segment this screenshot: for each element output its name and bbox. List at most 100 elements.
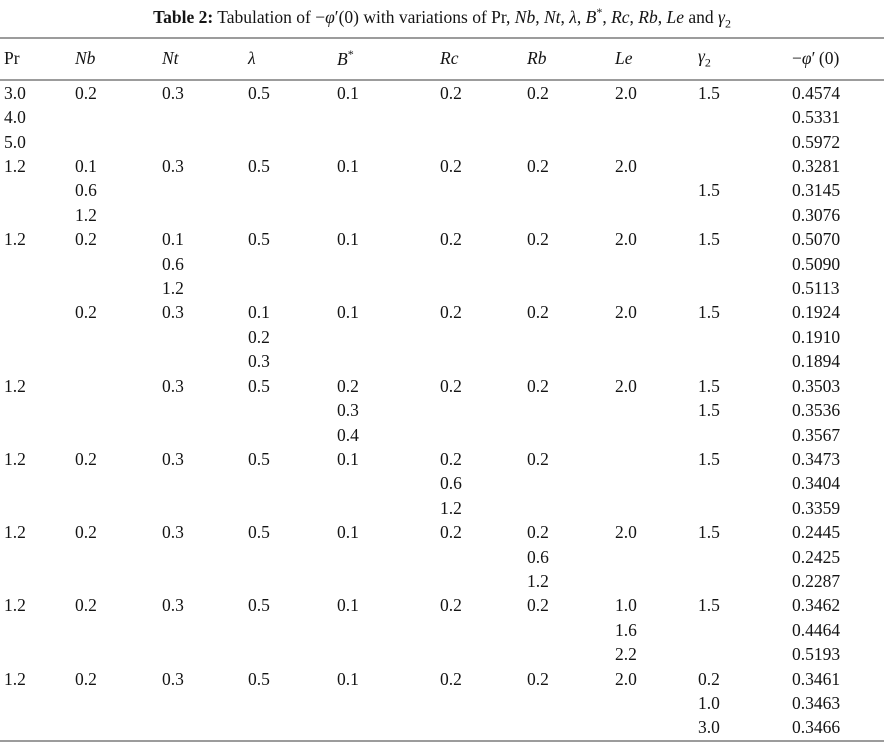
- table-cell: [611, 691, 694, 715]
- table-cell: 0.2: [698, 668, 720, 689]
- table-cell: [244, 130, 333, 154]
- table-cell: [436, 398, 523, 422]
- table-cell: [611, 545, 694, 569]
- table-cell: [611, 203, 694, 227]
- table-cell: 0.1: [337, 156, 359, 177]
- table-cell: 0.2: [527, 595, 549, 616]
- text-segment: Pr: [4, 48, 20, 69]
- table-cell: [244, 642, 333, 666]
- table-cell: [244, 618, 333, 642]
- table-cell: 0.2287: [792, 570, 841, 591]
- table-cell: 0.2: [527, 668, 549, 689]
- table-cell: [436, 423, 523, 447]
- table-cell: 0.2: [337, 375, 359, 396]
- text-segment: −: [792, 48, 802, 69]
- table-cell: [71, 423, 158, 447]
- text-segment: and: [684, 6, 719, 27]
- table-cell: [436, 325, 523, 349]
- table-cell: 0.1: [337, 229, 359, 250]
- text-segment: −: [315, 6, 326, 27]
- table-cell: [71, 276, 158, 300]
- table-cell: 0.1: [162, 229, 184, 250]
- table-cell: [436, 691, 523, 715]
- table-cell: 0.1: [337, 448, 359, 469]
- table-cell: [694, 325, 788, 349]
- table-cell: [158, 398, 244, 422]
- table-cell: [0, 691, 71, 715]
- table-cell: [71, 252, 158, 276]
- table-caption: Table 2: Tabulation of −φ′(0) with varia…: [0, 0, 884, 31]
- table-cell: [71, 130, 158, 154]
- table-cell: [158, 642, 244, 666]
- table-cell: 0.6: [440, 473, 462, 494]
- table-cell: [244, 569, 333, 593]
- table-row: 0.6 1.5 0.3145: [0, 178, 884, 202]
- column-header-lambda: λ: [244, 38, 333, 81]
- table-cell: 0.2: [527, 302, 549, 323]
- text-segment: γ: [718, 6, 725, 27]
- table-cell: 0.2: [75, 668, 97, 689]
- table-cell: 0.2: [75, 448, 97, 469]
- table-cell: 0.5: [248, 668, 270, 689]
- table-cell: 0.3466: [792, 717, 841, 738]
- table-cell: [523, 252, 611, 276]
- table-cell: 0.5090: [792, 253, 841, 274]
- table-cell: [244, 105, 333, 129]
- text-segment: ′(0) with variations of Pr,: [334, 6, 515, 27]
- table-cell: [0, 496, 71, 520]
- table-cell: [436, 130, 523, 154]
- table-cell: [0, 569, 71, 593]
- table-cell: 0.4574: [792, 82, 841, 103]
- table-cell: [694, 276, 788, 300]
- table-cell: [71, 374, 158, 398]
- table-cell: 0.2: [75, 302, 97, 323]
- table-cell: [333, 276, 436, 300]
- table-cell: [71, 325, 158, 349]
- table-cell: 0.3404: [792, 473, 841, 494]
- table-cell: 0.6: [527, 546, 549, 567]
- table-cell: 0.2: [440, 448, 462, 469]
- table-cell: 0.3: [162, 595, 184, 616]
- column-header-b-star: B*: [333, 38, 436, 81]
- text-segment: B: [585, 6, 597, 27]
- table-cell: [694, 130, 788, 154]
- table-cell: 0.2: [440, 522, 462, 543]
- text-segment: Rc: [611, 6, 630, 27]
- column-header-gamma2: γ2: [694, 38, 788, 81]
- table-cell: [694, 154, 788, 178]
- table-cell: [523, 325, 611, 349]
- table-cell: 0.2: [527, 522, 549, 543]
- table-cell: 0.1924: [792, 302, 841, 323]
- column-header-nt: Nt: [158, 38, 244, 81]
- table-cell: [333, 203, 436, 227]
- table-cell: [523, 105, 611, 129]
- table-cell: [694, 105, 788, 129]
- table-cell: 0.5: [248, 82, 270, 103]
- table-cell: 0.2: [75, 82, 97, 103]
- table-cell: 0.6: [75, 180, 97, 201]
- table-cell: [523, 349, 611, 373]
- column-header-phi-prime-0: −φ′ (0): [788, 38, 884, 81]
- table-cell: [71, 569, 158, 593]
- text-segment: ′ (0): [811, 48, 840, 69]
- table-cell: [244, 252, 333, 276]
- table-cell: 0.4: [337, 424, 359, 445]
- text-segment: φ: [325, 6, 335, 27]
- table-cell: 0.3503: [792, 375, 841, 396]
- table-cell: [611, 252, 694, 276]
- table-cell: [158, 691, 244, 715]
- table-cell: [71, 545, 158, 569]
- table-cell: 5.0: [4, 131, 26, 152]
- text-segment: Tabulation of: [213, 6, 316, 27]
- table-cell: [436, 569, 523, 593]
- text-segment: ,: [602, 6, 612, 27]
- table-cell: [436, 105, 523, 129]
- column-header-pr: Pr: [0, 38, 71, 81]
- table-cell: [523, 618, 611, 642]
- table-cell: 0.2: [75, 522, 97, 543]
- table-cell: [611, 105, 694, 129]
- table-cell: 1.2: [4, 668, 26, 689]
- text-segment: Nt: [162, 48, 179, 69]
- text-segment: Rb: [527, 48, 547, 69]
- table-row: 0.2 0.3 0.1 0.1 0.2 0.2 2.0 1.5 0.1924: [0, 300, 884, 324]
